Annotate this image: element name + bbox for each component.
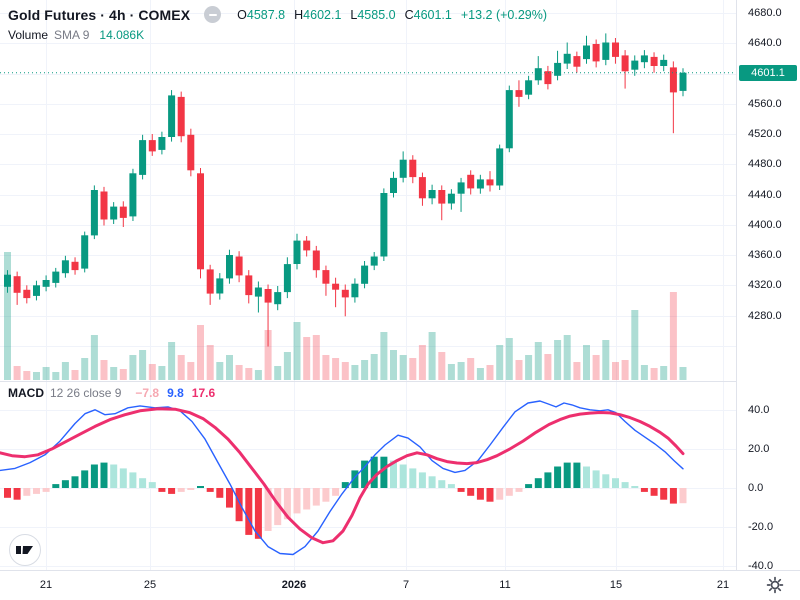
price-tick-label: 4320.0 <box>748 279 782 292</box>
macd-legend[interactable]: MACD 12 26 close 9 −7.8 9.8 17.6 <box>8 386 215 400</box>
price-tick-label: 4360.0 <box>748 249 782 261</box>
open-label: O <box>237 7 247 22</box>
macd-line-value: 9.8 <box>167 386 184 400</box>
price-tick-label: 4640.0 <box>748 37 782 50</box>
close-value: 4601.1 <box>413 7 452 22</box>
price-tick-label: 4440.0 <box>748 188 782 201</box>
current-price-badge: 4601.1 <box>739 64 797 81</box>
close-label: C <box>404 7 414 22</box>
macd-histogram <box>4 456 687 539</box>
macd-label: MACD <box>8 386 44 400</box>
volume-label: Volume <box>8 28 49 42</box>
volume-sma-label: SMA 9 <box>54 28 90 42</box>
price-tick-label: 4400.0 <box>748 218 782 231</box>
macd-params: 12 26 close 9 <box>50 386 122 400</box>
macd-signal-line <box>0 407 685 545</box>
symbol-title[interactable]: Gold Futures · 4h · COMEX <box>8 6 191 23</box>
macd-tick-label: 40.0 <box>748 403 770 416</box>
pane-separators <box>0 0 800 571</box>
volume-legend[interactable]: Volume SMA 9 14.086K <box>8 28 144 42</box>
change-value: +13.2 (+0.29%) <box>460 7 548 22</box>
price-tick-label: 4520.0 <box>748 128 782 140</box>
price-tick-label: 4560.0 <box>748 97 782 110</box>
macd-hist-value: −7.8 <box>135 386 160 400</box>
volume-bars <box>4 252 687 380</box>
price-tick-label: 4480.0 <box>748 158 782 171</box>
volume-value: 14.086K <box>99 28 145 42</box>
macd-line <box>0 400 684 556</box>
tradingview-logo[interactable] <box>9 534 41 566</box>
macd-tick-label: 0.0 <box>748 482 764 494</box>
macd-tick-label: -20.0 <box>748 521 774 534</box>
open-value: 4587.8 <box>246 7 286 22</box>
gridlines <box>0 0 736 570</box>
time-tick-label: 21 <box>39 579 53 591</box>
tv-logo-icon <box>16 546 33 554</box>
macd-tick-label: -40.0 <box>748 560 774 573</box>
time-tick-label: 25 <box>143 579 157 591</box>
price-tick-label: 4680.0 <box>748 7 782 19</box>
candles <box>4 33 687 347</box>
low-value: 4585.0 <box>357 7 396 22</box>
time-tick-label: 11 <box>499 579 511 591</box>
time-tick-label: 7 <box>402 579 410 591</box>
low-label: L <box>350 7 358 22</box>
chart-header: Gold Futures · 4h · COMEX O4587.8 H4602.… <box>8 6 547 23</box>
ohlc-values: O4587.8 H4602.1 L4585.0 C4601.1 +13.2 (+… <box>237 8 547 22</box>
time-tick-label: 21 <box>716 579 730 591</box>
price-tick-label: 4280.0 <box>748 309 782 322</box>
high-label: H <box>294 7 304 22</box>
time-tick-label: 15 <box>609 579 623 591</box>
minus-icon <box>208 13 217 16</box>
macd-tick-label: 20.0 <box>748 442 770 455</box>
time-axis[interactable]: 21 25 2026 7 11 15 21 <box>0 571 800 600</box>
time-tick-label: 2026 <box>281 579 307 591</box>
macd-signal-value: 17.6 <box>191 386 216 400</box>
high-value: 4602.1 <box>303 7 342 22</box>
legend-collapse-button[interactable] <box>204 6 222 23</box>
settings-gear-icon[interactable] <box>766 576 784 594</box>
price-axis[interactable]: 4680.0 4640.0 4560.0 4520.0 4480.0 4440.0 4400… <box>737 0 800 573</box>
